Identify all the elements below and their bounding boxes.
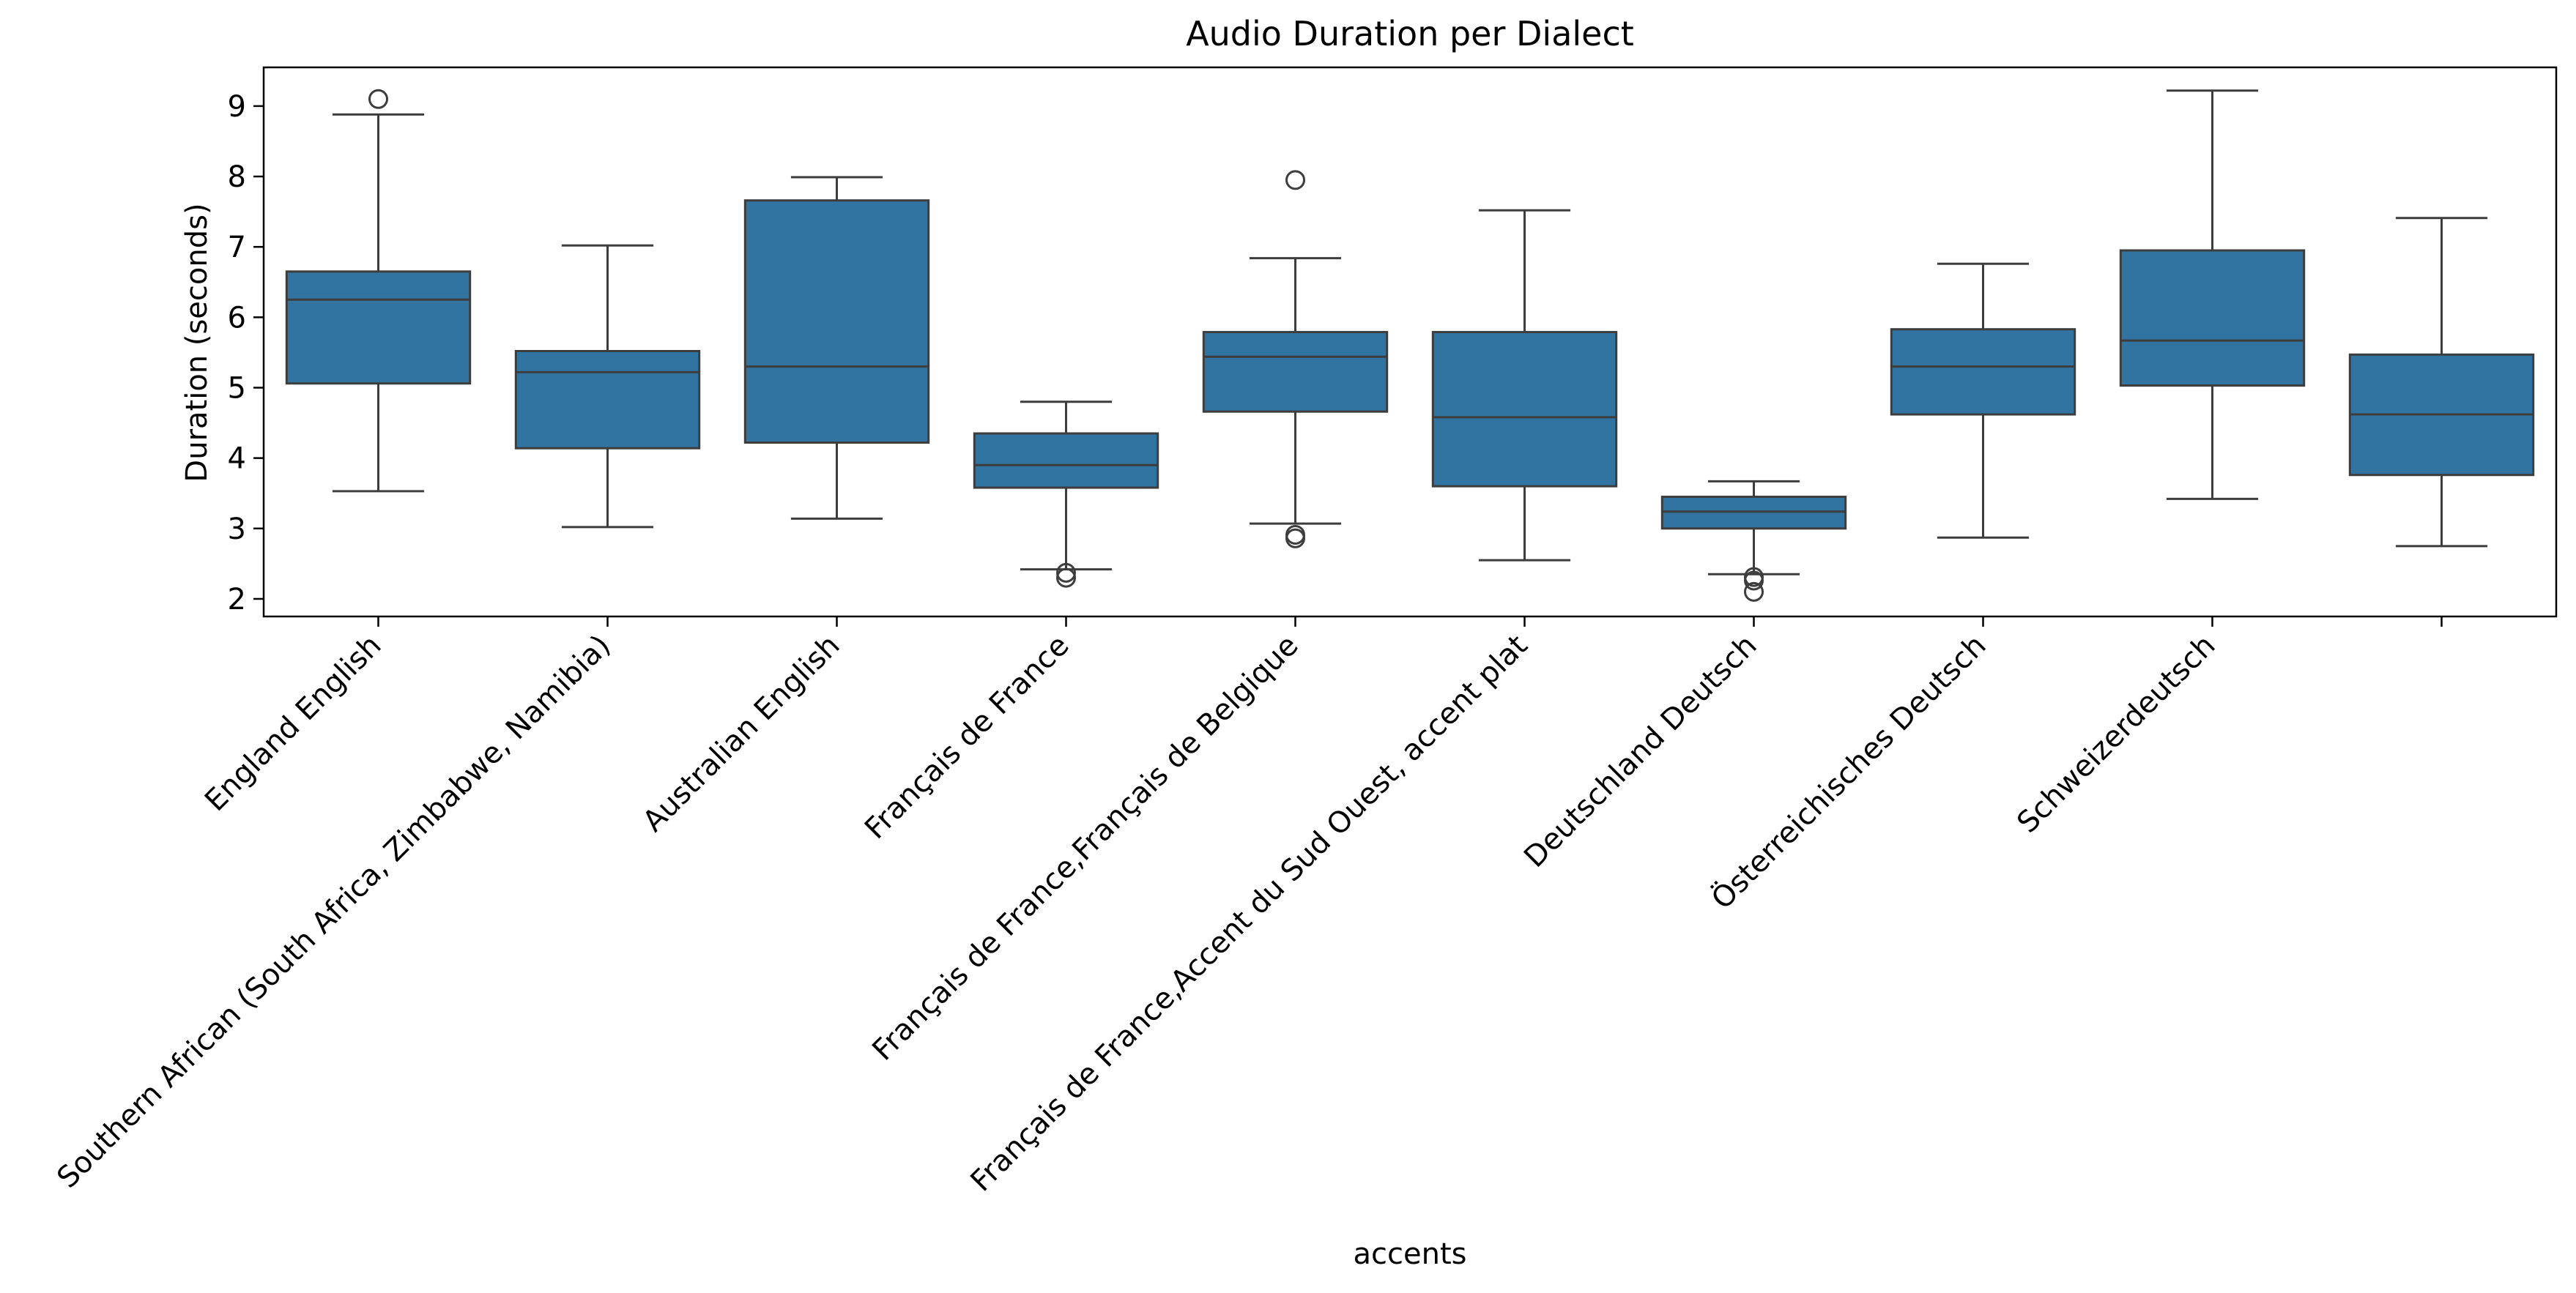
outlier-point	[1285, 528, 1305, 548]
outlier-point	[1744, 570, 1764, 591]
y-tick-label: 7	[228, 231, 246, 264]
box-iqr	[1202, 331, 1389, 413]
y-tick-label: 3	[228, 513, 246, 546]
outlier-point	[1056, 562, 1076, 583]
y-axis-label: Duration (seconds)	[180, 203, 214, 482]
outlier-point	[1285, 170, 1305, 190]
y-tick-label: 8	[228, 160, 246, 194]
box-iqr	[514, 350, 701, 450]
outlier-point	[368, 89, 388, 109]
x-axis-label: accents	[1354, 1237, 1467, 1271]
box-iqr	[743, 199, 930, 444]
y-tick-label: 6	[228, 301, 246, 335]
outlier-point	[1744, 581, 1764, 602]
plot-frame	[262, 66, 2558, 618]
y-tick-label: 4	[228, 442, 246, 476]
box-iqr	[1431, 331, 1618, 488]
box-iqr	[973, 432, 1159, 489]
box-iqr	[285, 270, 472, 385]
box-iqr	[1890, 328, 2076, 416]
chart-title: Audio Duration per Dialect	[1186, 14, 1634, 53]
y-tick-label: 9	[228, 90, 246, 124]
y-tick-label: 2	[228, 583, 246, 616]
outlier-point	[1056, 567, 1076, 588]
box-iqr	[2119, 249, 2306, 387]
y-tick-label: 5	[228, 372, 246, 406]
